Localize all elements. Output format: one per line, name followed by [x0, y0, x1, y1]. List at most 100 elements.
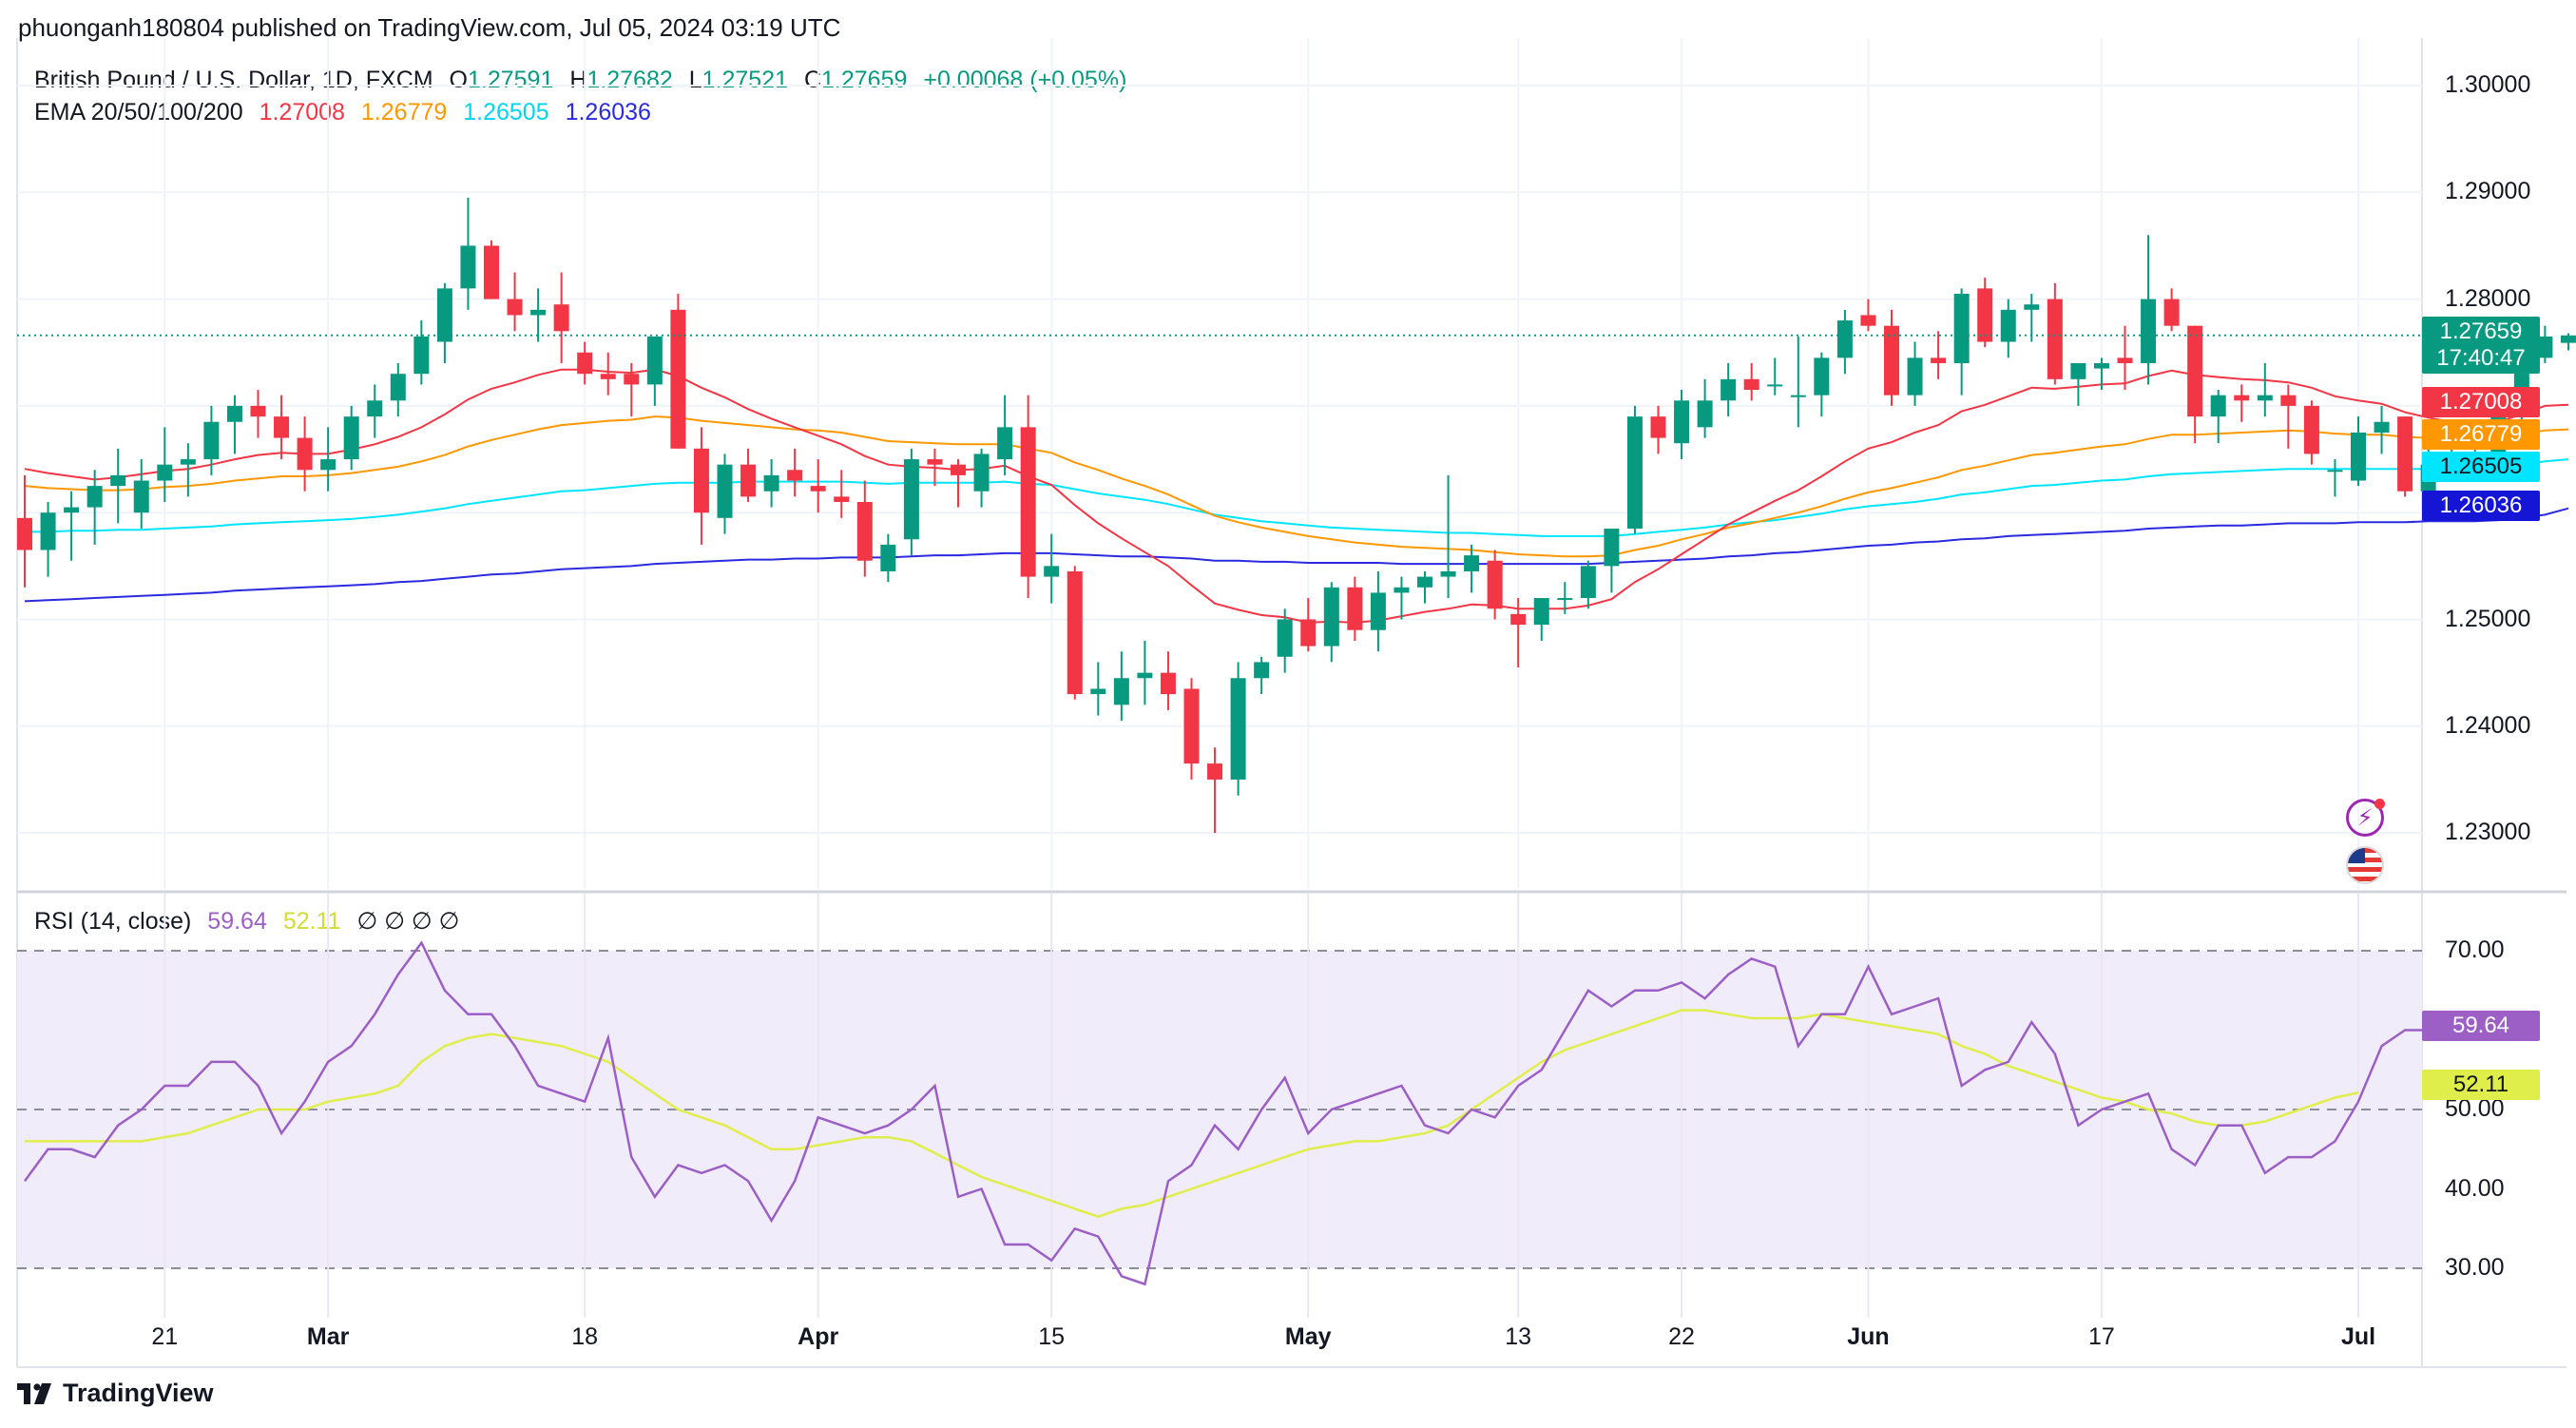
candle — [507, 272, 523, 332]
symbol-legend: British Pound / U.S. Dollar, 1D, FXCM O1… — [34, 67, 1126, 94]
candle-body — [2141, 299, 2157, 363]
candle-body — [1323, 587, 1339, 646]
candle — [1860, 299, 1876, 332]
candles — [17, 197, 2576, 834]
ema20-value: 1.27008 — [259, 99, 345, 125]
candle-body — [1464, 555, 1480, 571]
candle-body — [2257, 395, 2273, 401]
candle — [1650, 405, 1666, 454]
rsi-line — [23, 940, 2452, 1286]
candle-body — [856, 501, 873, 561]
candle-body — [763, 474, 779, 492]
candle-body — [1953, 293, 1970, 363]
candle-body — [2560, 335, 2576, 343]
candle-body — [1183, 688, 1200, 764]
candle-body — [1440, 570, 1456, 577]
candle — [740, 448, 757, 502]
candle — [1557, 582, 1573, 614]
candle — [1160, 651, 1176, 710]
candle — [2163, 288, 2180, 332]
ema-label[interactable]: EMA 20/50/100/200 — [34, 99, 243, 125]
candle — [951, 459, 966, 508]
candle-body — [507, 299, 523, 316]
candle — [1580, 560, 1596, 609]
us-flag-icon[interactable] — [2346, 846, 2384, 884]
candle-body — [484, 245, 499, 299]
candle — [1440, 474, 1456, 599]
rsi-value: 59.64 — [207, 908, 267, 935]
rsi-tick-label: 40.00 — [2445, 1174, 2505, 1202]
candle-body — [1650, 416, 1666, 438]
candle — [1907, 341, 1923, 406]
candle — [2141, 235, 2157, 385]
candle-body — [1370, 592, 1386, 630]
candle-body — [87, 486, 103, 508]
footer-brand[interactable]: TradingView — [17, 1379, 214, 1408]
publisher-line: phuonganh180804 published on TradingView… — [18, 13, 841, 42]
candle — [1604, 529, 1620, 593]
candle — [87, 470, 103, 545]
candle — [1370, 570, 1386, 652]
candle-body — [577, 352, 593, 375]
candle — [2257, 362, 2273, 417]
price-tick-label: 1.28000 — [2445, 284, 2531, 312]
candle — [1674, 390, 1690, 460]
candle — [1767, 357, 1783, 396]
candle — [1347, 576, 1363, 641]
candle — [2070, 362, 2086, 406]
candle-body — [2000, 309, 2016, 342]
candle — [1207, 747, 1223, 834]
candle — [880, 533, 896, 583]
candle-body — [1044, 566, 1060, 577]
candle — [343, 405, 359, 471]
candle — [2047, 282, 2063, 385]
candle — [274, 395, 290, 460]
rsi-tick-label: 70.00 — [2445, 936, 2505, 963]
open-value: 1.27591 — [468, 67, 554, 93]
candle — [1884, 309, 1899, 406]
candle-body — [2280, 395, 2297, 406]
candle — [1953, 288, 1970, 396]
candle — [997, 395, 1013, 475]
candle — [763, 459, 779, 508]
candle-body — [2093, 362, 2109, 369]
candle — [1836, 309, 1853, 375]
candle-body — [2397, 416, 2413, 492]
candle-body — [2327, 470, 2343, 473]
candle-body — [2234, 395, 2250, 401]
candle — [110, 448, 126, 524]
candle — [1533, 598, 1549, 641]
rsi-ma-line — [25, 1009, 2359, 1219]
candle — [1113, 651, 1129, 722]
lightning-icon[interactable]: ⚡ — [2346, 799, 2384, 837]
rsi-lines — [23, 940, 2452, 1286]
price-tick-label: 1.30000 — [2445, 71, 2531, 98]
time-tick-label: Apr — [798, 1323, 839, 1350]
ema100-line — [25, 458, 2569, 537]
candle-body — [1860, 315, 1876, 326]
candle-body — [1884, 325, 1899, 396]
candle — [226, 395, 242, 454]
rsi-ma-badge: 52.11 — [2422, 1070, 2540, 1100]
candle-body — [903, 459, 919, 540]
candle-body — [997, 427, 1013, 460]
candle-body — [1137, 672, 1153, 679]
ema-legend: EMA 20/50/100/200 1.27008 1.26779 1.2650… — [34, 99, 651, 126]
candle — [670, 293, 686, 449]
candle — [436, 282, 452, 363]
candle — [1487, 550, 1503, 620]
candle — [1814, 352, 1830, 417]
candle-body — [1347, 587, 1363, 630]
candle — [1721, 362, 1737, 417]
candle-body — [1931, 357, 1947, 363]
symbol-name[interactable]: British Pound / U.S. Dollar, 1D, FXCM — [34, 67, 433, 93]
candle — [157, 427, 173, 502]
high-value: 1.27682 — [586, 67, 673, 93]
candle — [1931, 331, 1947, 379]
candle — [367, 384, 383, 438]
candle — [1300, 598, 1317, 652]
candle-body — [1533, 598, 1549, 626]
candle-body — [2303, 405, 2319, 454]
candle-body — [2374, 421, 2390, 433]
